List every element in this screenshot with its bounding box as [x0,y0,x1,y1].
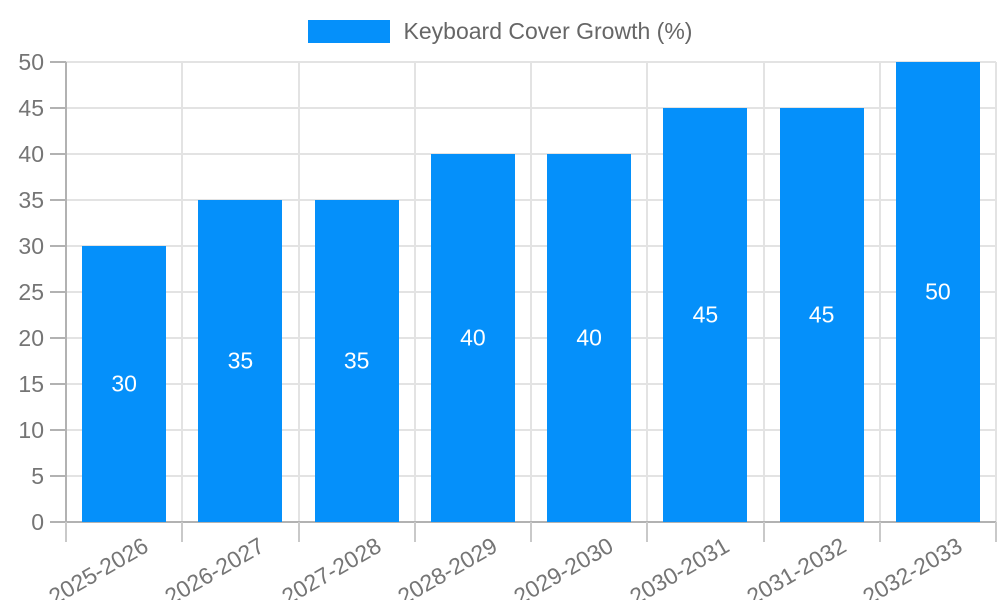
y-axis-tick-label: 15 [18,371,44,397]
y-axis-tick-label: 20 [18,325,44,351]
x-axis-tick [297,522,300,542]
x-axis-tick [762,522,765,542]
y-axis-tick-label: 50 [18,49,44,75]
y-axis-tick [50,199,66,201]
y-axis-tick-label: 40 [18,141,44,167]
bar: 50 [895,62,980,522]
bar: 35 [314,200,399,522]
bar: 35 [198,200,283,522]
y-axis-tick [50,475,66,477]
y-axis-tick [50,107,66,109]
legend-swatch [307,19,390,43]
y-axis-tick [50,245,66,247]
bar-value-label: 40 [576,324,602,351]
y-axis-tick-label: 0 [31,509,44,535]
y-axis-tick [50,429,66,431]
y-axis-tick [50,61,66,63]
bar: 45 [663,108,748,522]
legend-label: Keyboard Cover Growth (%) [403,18,693,44]
x-axis-tick [181,522,184,542]
vertical-gridline [646,62,649,522]
vertical-gridline [762,62,765,522]
legend: Keyboard Cover Growth (%) [0,19,1000,43]
y-axis-tick-label: 5 [31,463,44,489]
vertical-gridline [995,62,997,522]
bar-value-label: 35 [227,347,254,374]
vertical-gridline [297,62,300,522]
bar-value-label: 30 [111,370,137,397]
bar: 30 [82,246,167,522]
vertical-gridline [181,62,184,522]
vertical-gridline [878,62,881,522]
bar: 45 [779,108,864,522]
x-axis-tick [646,522,649,542]
x-axis-tick [878,522,881,542]
x-axis-tick [65,522,67,542]
y-axis-tick [50,291,66,293]
y-axis-tick [50,153,66,155]
vertical-gridline [530,62,532,522]
y-axis-tick-label: 30 [18,233,44,259]
y-axis-tick-label: 25 [18,279,44,305]
y-axis-tick [50,383,66,385]
bar-value-label: 45 [808,301,835,328]
vertical-gridline [413,62,416,522]
bar-value-label: 35 [343,347,370,374]
bar: 40 [547,154,632,522]
bar: 40 [430,154,515,522]
y-axis-tick-label: 10 [18,417,44,443]
x-axis-category-label: 2025-2026 [44,532,153,600]
y-axis-line [65,62,67,540]
bar-value-label: 45 [692,301,719,328]
x-axis-tick [995,522,997,542]
bar-value-label: 50 [925,278,951,305]
y-axis-tick [50,337,66,339]
x-axis-tick [413,522,416,542]
x-axis-tick [530,522,532,542]
y-axis-tick-label: 45 [18,95,44,121]
y-axis-tick [50,521,66,523]
bar-value-label: 40 [460,324,486,351]
y-axis-tick-label: 35 [18,187,44,213]
